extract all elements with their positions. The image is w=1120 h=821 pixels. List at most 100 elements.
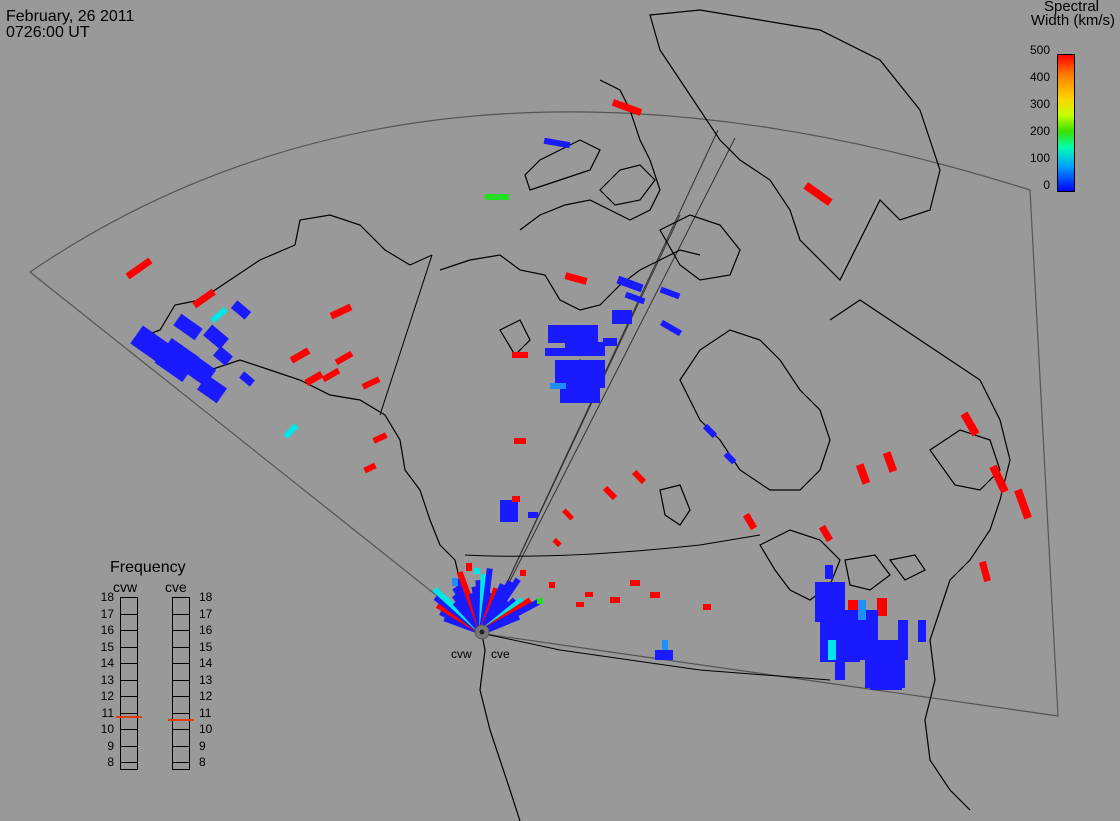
frequency-tick-label: 15 — [100, 639, 114, 654]
echo-cell — [125, 257, 153, 280]
frequency-gauge-cell — [173, 646, 189, 648]
echo-cell — [828, 640, 836, 660]
echo-cell — [560, 385, 600, 403]
frequency-gauge-cell — [173, 696, 189, 697]
echo-cell — [552, 537, 562, 548]
frequency-tick-label: 14 — [199, 656, 213, 670]
frequency-gauge-cvw — [120, 597, 138, 770]
frequency-tick-label: 11 — [101, 705, 114, 720]
echo-cell — [500, 500, 518, 522]
frequency-tick-label: 11 — [199, 705, 212, 720]
echo-cell — [213, 346, 233, 366]
echo-cell — [334, 350, 354, 366]
echo-cell — [203, 324, 229, 350]
echo-cell — [703, 604, 711, 610]
echo-cell — [289, 347, 311, 364]
echo-cell — [918, 620, 926, 642]
echo-cell — [485, 194, 509, 200]
echo-cell — [870, 660, 902, 690]
echo-cell — [210, 306, 228, 324]
site-label-cvw: cvw — [451, 647, 472, 661]
echo-cell — [650, 592, 660, 598]
colorbar-tick: 100 — [1029, 151, 1050, 165]
radar-name-cvw: cvw — [113, 579, 138, 595]
echo-cell — [825, 565, 833, 579]
echo-cell — [304, 370, 324, 387]
echo-cell — [466, 563, 472, 571]
echo-cell — [372, 432, 388, 444]
echo-cell — [848, 600, 858, 618]
echo-cell — [655, 650, 673, 660]
echo-cell — [192, 288, 216, 309]
frequency-tick-label: 16 — [100, 623, 114, 637]
frequency-gauge-cell — [173, 679, 189, 681]
frequency-gauge-cell — [121, 729, 137, 730]
echo-cell — [612, 310, 632, 324]
echo-cell — [549, 582, 555, 588]
echo-cell — [512, 352, 528, 358]
frequency-gauge-cell — [173, 762, 189, 763]
echo-cell — [283, 423, 299, 439]
coastlines — [132, 9, 1011, 821]
echo-cell — [197, 374, 227, 404]
frequency-gauge-cell — [121, 696, 137, 697]
frequency-tick-label: 15 — [199, 639, 213, 654]
radar-name-cve: cve — [165, 579, 187, 595]
frequency-tick-label: 13 — [100, 672, 114, 687]
echo-cell — [989, 464, 1009, 494]
frequency-gauge-cell — [173, 729, 189, 730]
echo-cell — [616, 275, 644, 293]
echo-cell — [882, 451, 898, 473]
echo-cell — [610, 597, 620, 603]
echo-cell — [818, 524, 834, 543]
frequency-gauge-cve — [172, 597, 190, 770]
frequency-gauge-cell — [173, 712, 189, 714]
echo-cell — [565, 342, 605, 356]
echo-cell — [585, 592, 593, 597]
echo-cell — [659, 319, 683, 337]
echo-cell — [528, 512, 538, 518]
echo-cell — [550, 383, 566, 389]
frequency-gauge-cell — [121, 762, 137, 763]
echo-cell — [514, 438, 526, 444]
frequency-marker-cve — [168, 719, 194, 722]
frequency-tick-label: 10 — [100, 722, 114, 736]
echo-cell — [631, 469, 647, 485]
echo-cell — [512, 496, 520, 502]
frequency-tick-label: 17 — [100, 606, 114, 621]
echo-cell — [474, 568, 480, 574]
frequency-gauge-cell — [121, 630, 137, 631]
echo-cell — [877, 598, 887, 616]
echo-cell — [230, 300, 252, 320]
frequency-tick-label: 10 — [199, 722, 213, 736]
echo-cell — [898, 620, 908, 660]
frequency-gauge-cell — [121, 613, 137, 615]
echo-cell — [815, 582, 845, 622]
colorbar-title: Spectral — [1043, 0, 1099, 15]
frequency-gauge-cell — [173, 613, 189, 615]
echo-cell — [537, 598, 543, 604]
site-label-cve: cve — [491, 647, 510, 661]
echo-scatter — [125, 99, 1032, 690]
echo-cell — [564, 272, 588, 285]
echo-cell — [480, 613, 521, 635]
frequency-title: Frequency — [110, 559, 186, 576]
colorbar-tick: 200 — [1029, 124, 1050, 138]
echo-cell — [659, 286, 681, 300]
echo-cell — [702, 423, 718, 439]
time-label: 0726:00 UT — [6, 24, 90, 41]
frequency-tick-label: 18 — [199, 590, 213, 604]
colorbar-units: Width (km/s) — [1030, 12, 1115, 29]
frequency-tick-label: 9 — [199, 738, 206, 753]
colorbar-tick: 300 — [1029, 97, 1050, 111]
echo-cell — [548, 325, 598, 343]
echo-cell — [576, 602, 584, 607]
echo-cell — [858, 600, 866, 620]
borders — [379, 254, 831, 681]
echo-cell — [803, 182, 833, 206]
echo-cell — [321, 367, 341, 383]
date-label: February, 26 2011 — [6, 8, 135, 25]
frequency-gauge-cell — [121, 663, 137, 664]
colorbar-tick: 400 — [1029, 70, 1050, 84]
